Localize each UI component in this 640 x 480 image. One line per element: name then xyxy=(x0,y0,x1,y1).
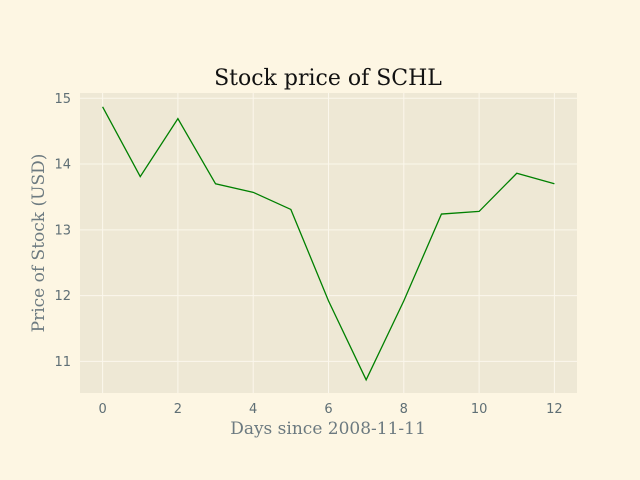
x-tick-label: 8 xyxy=(400,402,408,417)
grid-lines xyxy=(80,93,577,393)
y-tick-label: 12 xyxy=(54,289,71,304)
x-tick-label: 10 xyxy=(471,402,488,417)
chart-title: Stock price of SCHL xyxy=(214,66,442,91)
y-tick-label: 13 xyxy=(54,223,71,238)
x-axis-label: Days since 2008-11-11 xyxy=(230,419,426,439)
x-tick-label: 2 xyxy=(174,402,182,417)
x-tick-label: 12 xyxy=(546,402,563,417)
series-line xyxy=(102,106,555,382)
y-tick-label: 14 xyxy=(54,158,71,173)
tick-labels: 0 2 4 6 8 10 12 11 12 13 14 15 xyxy=(54,92,562,417)
x-tick-label: 6 xyxy=(324,402,332,417)
y-tick-label: 11 xyxy=(54,355,71,370)
x-tick-label: 0 xyxy=(98,402,106,417)
y-tick-label: 15 xyxy=(54,92,71,107)
y-axis-label: Price of Stock (USD) xyxy=(29,154,49,333)
x-tick-label: 4 xyxy=(249,402,257,417)
